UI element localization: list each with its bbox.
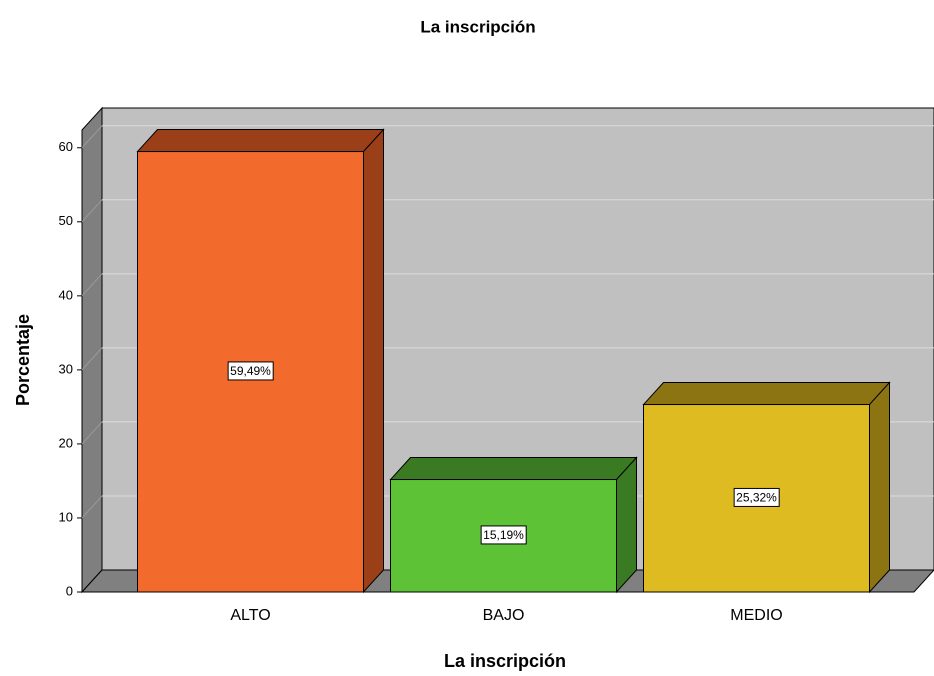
wall-grid-line bbox=[81, 199, 103, 223]
y-tick-label: 20 bbox=[59, 435, 73, 450]
x-axis-title: La inscripción bbox=[444, 651, 566, 671]
bar-top bbox=[136, 129, 385, 153]
bar-side bbox=[616, 456, 637, 594]
y-axis-title: Porcentaje bbox=[13, 314, 33, 406]
bar-side bbox=[869, 381, 890, 594]
x-tick-label: ALTO bbox=[230, 607, 270, 624]
y-tick-label: 60 bbox=[59, 139, 73, 154]
left-wall bbox=[81, 106, 103, 594]
value-label-box bbox=[227, 361, 274, 381]
value-label: 25,32% bbox=[736, 490, 777, 504]
wall-grid-line bbox=[81, 273, 103, 297]
x-tick-label: MEDIO bbox=[730, 607, 782, 624]
y-tick-label: 50 bbox=[59, 213, 73, 228]
x-tick-label: BAJO bbox=[483, 607, 525, 624]
y-tick-label: 40 bbox=[59, 287, 73, 302]
y-tick-label: 0 bbox=[66, 583, 73, 598]
y-tick-label: 10 bbox=[59, 509, 73, 524]
value-label: 59,49% bbox=[230, 364, 271, 378]
bar-side bbox=[363, 128, 384, 594]
bar-top bbox=[389, 457, 638, 481]
wall-grid-line bbox=[81, 347, 103, 371]
wall-grid-line bbox=[81, 421, 103, 445]
value-label-box bbox=[480, 525, 527, 545]
y-tick-label: 30 bbox=[59, 361, 73, 376]
value-label-box bbox=[733, 487, 780, 507]
value-label: 15,19% bbox=[483, 528, 524, 542]
wall-grid-line bbox=[81, 495, 103, 519]
bar-top bbox=[642, 382, 891, 406]
wall-grid-line bbox=[81, 125, 103, 149]
chart-title: La inscripción bbox=[420, 17, 535, 36]
